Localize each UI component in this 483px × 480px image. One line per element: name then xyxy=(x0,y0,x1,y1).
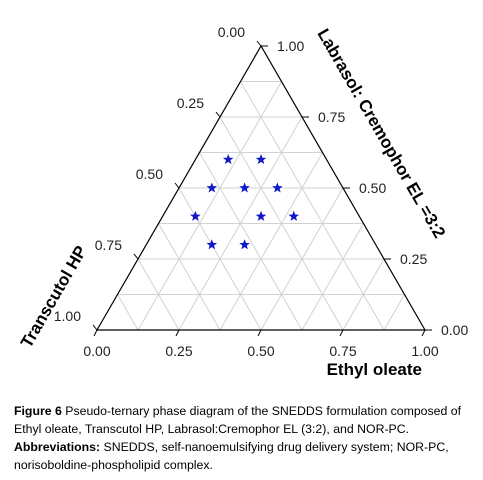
bottom-tick-label: 0.25 xyxy=(165,343,192,359)
grid-line xyxy=(342,258,385,331)
left-tick-mark xyxy=(256,40,262,47)
caption-abbr-label: Abbreviations: xyxy=(14,440,101,454)
data-point-star xyxy=(190,210,201,221)
data-point-star xyxy=(239,239,250,250)
grid-lines xyxy=(117,81,405,331)
caption-figure-text: Pseudo-ternary phase diagram of the SNED… xyxy=(14,404,462,436)
grid-line xyxy=(137,258,180,331)
left-tick-label: 0.00 xyxy=(218,24,245,40)
bottom-tick-mark xyxy=(175,329,180,337)
right-tick-label: 0.25 xyxy=(400,251,427,267)
data-point-star xyxy=(288,210,300,221)
grid-line xyxy=(137,81,282,331)
left-tick-label: 0.75 xyxy=(95,237,122,253)
bottom-tick-mark xyxy=(421,329,426,337)
grid-line xyxy=(301,223,364,331)
data-point-star xyxy=(222,154,234,165)
left-axis-label: Transcutol HP xyxy=(17,243,91,351)
bottom-axis-label: Ethyl oleate xyxy=(327,360,422,379)
figure-caption: Figure 6 Pseudo-ternary phase diagram of… xyxy=(14,402,474,474)
bottom-tick-label: 1.00 xyxy=(411,343,438,359)
bottom-tick-label: 0.75 xyxy=(329,343,356,359)
left-tick-label: 0.50 xyxy=(136,166,163,182)
caption-figure: Figure 6 Pseudo-ternary phase diagram of… xyxy=(14,402,474,438)
ternary-phase-diagram: 0.00 0.00 0.00 0.25 0.25 0.25 0.50 0.50 0.50 0.75… xyxy=(17,24,469,379)
data-point-star xyxy=(272,182,283,193)
right-tick-label: 1.00 xyxy=(277,38,304,54)
data-point-star xyxy=(255,210,267,221)
tick-labels: 0.00 0.00 0.00 0.25 0.25 0.25 0.50 0.50 0.50 0.75… xyxy=(54,24,469,359)
data-points xyxy=(190,154,300,250)
caption-figure-label: Figure 6 xyxy=(14,404,62,418)
right-tick-label: 0.50 xyxy=(359,180,386,196)
bottom-tick-mark xyxy=(339,329,344,337)
grid-line xyxy=(178,187,262,331)
left-tick-mark xyxy=(215,111,221,118)
grid-line xyxy=(219,152,323,331)
left-tick-label: 0.25 xyxy=(177,95,204,111)
data-point-star xyxy=(206,182,218,193)
right-tick-label: 0.00 xyxy=(441,322,468,338)
grid-line xyxy=(117,294,139,331)
grid-line xyxy=(260,187,344,331)
left-tick-mark xyxy=(133,253,139,260)
left-tick-mark xyxy=(92,324,98,331)
data-point-star xyxy=(206,239,218,250)
grid-line xyxy=(240,81,385,331)
right-tick-label: 0.75 xyxy=(318,109,345,125)
bottom-tick-mark xyxy=(93,329,98,337)
caption-abbr-text: SNEDDS, self-nanoemulsifying drug delive… xyxy=(14,440,449,472)
left-tick-label: 1.00 xyxy=(54,308,81,324)
left-tick-mark xyxy=(174,182,180,189)
grid-line xyxy=(383,294,405,331)
caption-abbreviations: Abbreviations: SNEDDS, self-nanoemulsify… xyxy=(14,438,474,474)
data-point-star xyxy=(255,154,267,165)
grid-line xyxy=(199,152,303,331)
bottom-tick-label: 0.00 xyxy=(83,343,110,359)
data-point-star xyxy=(239,182,250,193)
bottom-tick-label: 0.50 xyxy=(247,343,274,359)
right-axis-label: Labrasol: Cremophor EL =3:2 xyxy=(314,26,450,242)
bottom-tick-mark xyxy=(257,329,262,337)
grid-line xyxy=(158,223,221,331)
tick-marks xyxy=(92,40,432,337)
